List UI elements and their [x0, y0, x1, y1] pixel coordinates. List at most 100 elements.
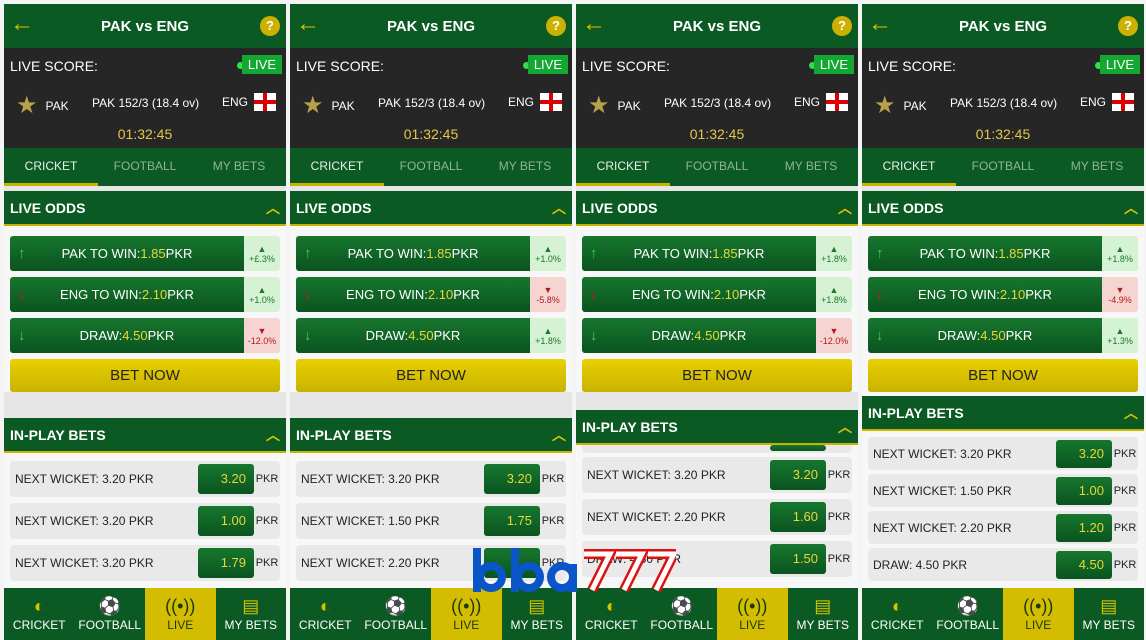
- help-icon[interactable]: ?: [546, 16, 566, 36]
- back-arrow-icon[interactable]: ←: [582, 10, 606, 37]
- in-play-bets-header[interactable]: IN-PLAY BETS ︿: [576, 410, 858, 445]
- nav-my-bets[interactable]: ▤ MY BETS: [788, 588, 859, 640]
- help-icon[interactable]: ?: [832, 16, 852, 36]
- bet-now-button[interactable]: BET NOW: [10, 359, 280, 392]
- odds-button[interactable]: ↓ ENG TO WIN: 2.10 PKR: [868, 277, 1102, 312]
- nav-football[interactable]: ⚽ FOOTBALL: [75, 588, 146, 640]
- in-play-row[interactable]: NEXT WICKET: 1.50 PKR 1.75 PKR: [296, 503, 566, 539]
- odds-row[interactable]: ↓ ENG TO WIN: 2.10 PKR ▼ -4.9%: [868, 277, 1138, 312]
- odds-row[interactable]: ↓ ENG TO WIN: 2.10 PKR ▲ +1.0%: [10, 277, 280, 312]
- in-play-row[interactable]: NEXT WICKET: 3.20 PKR 3.20 PKR: [868, 437, 1138, 470]
- odds-row[interactable]: ↓ DRAW: 4.50 PKR ▲ +1.8%: [296, 318, 566, 353]
- in-play-row[interactable]: NEXT WICKET: 3.20 PKR 3.20 PKR: [296, 461, 566, 497]
- odds-button[interactable]: ↑ PAK TO WIN: 1.85 PKR: [10, 236, 244, 271]
- odd-button[interactable]: 4.50: [1056, 550, 1112, 579]
- odd-button[interactable]: 1.00: [198, 506, 254, 536]
- odd-button[interactable]: 3.20: [484, 464, 540, 494]
- in-play-row[interactable]: NEXT WICKET: 1.50 PKR 1.00 PKR: [868, 474, 1138, 507]
- in-play-row[interactable]: NEXT WICKET: 2.20 PKR 1.60 PKR: [582, 499, 852, 535]
- odd-button[interactable]: 1.50: [770, 544, 826, 574]
- chevron-up-icon[interactable]: ︿: [552, 199, 566, 216]
- nav-my-bets[interactable]: ▤ MY BETS: [216, 588, 287, 640]
- nav-live[interactable]: ((•)) LIVE: [1003, 588, 1074, 640]
- odds-button[interactable]: ↓ DRAW: 4.50 PKR: [296, 318, 530, 353]
- chevron-up-icon[interactable]: ︿: [1124, 199, 1138, 216]
- nav-my-bets[interactable]: ▤ MY BETS: [502, 588, 573, 640]
- odds-button[interactable]: ↓ DRAW: 4.50 PKR: [868, 318, 1102, 353]
- odds-row[interactable]: ↑ PAK TO WIN: 1.85 PKR ▲ +1.8%: [582, 236, 852, 271]
- odds-button[interactable]: ↑ PAK TO WIN: 1.85 PKR: [868, 236, 1102, 271]
- odds-button[interactable]: ↓ DRAW: 4.50 PKR: [10, 318, 244, 353]
- odd-button[interactable]: 3.20: [770, 460, 826, 490]
- bet-now-button[interactable]: BET NOW: [582, 359, 852, 392]
- tab-football[interactable]: FOOTBALL: [971, 159, 1035, 173]
- odds-button[interactable]: ↓ ENG TO WIN: 2.10 PKR: [296, 277, 530, 312]
- live-odds-header[interactable]: LIVE ODDS ︿: [576, 191, 858, 226]
- bet-now-button[interactable]: BET NOW: [296, 359, 566, 392]
- help-icon[interactable]: ?: [1118, 16, 1138, 36]
- odd-button[interactable]: 1.79: [198, 548, 254, 578]
- nav-cricket[interactable]: ◐ CRICKET: [576, 588, 647, 640]
- in-play-bets-header[interactable]: IN-PLAY BETS ︿: [4, 418, 286, 453]
- odds-button[interactable]: ↑ PAK TO WIN: 1.85 PKR: [582, 236, 816, 271]
- nav-football[interactable]: ⚽ FOOTBALL: [647, 588, 718, 640]
- odds-button[interactable]: ↓ ENG TO WIN: 2.10 PKR: [582, 277, 816, 312]
- odds-button[interactable]: ↓ DRAW: 4.50 PKR: [582, 318, 816, 353]
- odd-button[interactable]: 3.20: [1056, 439, 1112, 468]
- odd-button[interactable]: 1.75: [484, 506, 540, 536]
- nav-cricket[interactable]: ◐ CRICKET: [862, 588, 933, 640]
- odds-button[interactable]: ↓ ENG TO WIN: 2.10 PKR: [10, 277, 244, 312]
- nav-live[interactable]: ((•)) LIVE: [717, 588, 788, 640]
- odd-button[interactable]: 1.20: [1056, 513, 1112, 542]
- in-play-bets-header[interactable]: IN-PLAY BETS ︿: [290, 418, 572, 453]
- nav-cricket[interactable]: ◐ CRICKET: [4, 588, 75, 640]
- tab-my-bets[interactable]: MY BETS: [784, 159, 838, 173]
- chevron-up-icon[interactable]: ︿: [1124, 404, 1138, 421]
- tab-cricket[interactable]: CRICKET: [4, 148, 98, 186]
- tab-cricket[interactable]: CRICKET: [290, 148, 384, 186]
- live-odds-header[interactable]: LIVE ODDS ︿: [290, 191, 572, 226]
- tab-football[interactable]: FOOTBALL: [399, 159, 463, 173]
- in-play-row[interactable]: NEXT WICKET: 3.20 PKR 3.20 PKR: [582, 457, 852, 493]
- help-icon[interactable]: ?: [260, 16, 280, 36]
- in-play-bets-header[interactable]: IN-PLAY BETS ︿: [862, 396, 1144, 431]
- in-play-row[interactable]: NEXT WICKET: 2.20 PKR 1.20 PKR: [868, 511, 1138, 544]
- tab-my-bets[interactable]: MY BETS: [498, 159, 552, 173]
- odds-row[interactable]: ↑ PAK TO WIN: 1.85 PKR ▲ +1.8%: [868, 236, 1138, 271]
- tab-cricket[interactable]: CRICKET: [576, 148, 670, 186]
- chevron-up-icon[interactable]: ︿: [838, 199, 852, 216]
- live-odds-header[interactable]: LIVE ODDS ︿: [862, 191, 1144, 226]
- nav-football[interactable]: ⚽ FOOTBALL: [361, 588, 432, 640]
- odds-row[interactable]: ↓ ENG TO WIN: 2.10 PKR ▼ -5.8%: [296, 277, 566, 312]
- tab-football[interactable]: FOOTBALL: [685, 159, 749, 173]
- live-odds-header[interactable]: LIVE ODDS ︿: [4, 191, 286, 226]
- back-arrow-icon[interactable]: ←: [868, 10, 892, 37]
- in-play-row[interactable]: DRAW: 4.50 PKR 4.50 PKR: [868, 548, 1138, 581]
- chevron-up-icon[interactable]: ︿: [552, 426, 566, 443]
- nav-live[interactable]: ((•)) LIVE: [145, 588, 216, 640]
- odd-button[interactable]: 1.60: [770, 502, 826, 532]
- tab-my-bets[interactable]: MY BETS: [1070, 159, 1124, 173]
- nav-live[interactable]: ((•)) LIVE: [431, 588, 502, 640]
- nav-football[interactable]: ⚽ FOOTBALL: [933, 588, 1004, 640]
- bet-now-button[interactable]: BET NOW: [868, 359, 1138, 392]
- odds-row[interactable]: ↑ PAK TO WIN: 1.85 PKR ▲ +1.0%: [296, 236, 566, 271]
- nav-my-bets[interactable]: ▤ MY BETS: [1074, 588, 1145, 640]
- chevron-up-icon[interactable]: ︿: [838, 418, 852, 435]
- odds-button[interactable]: ↑ PAK TO WIN: 1.85 PKR: [296, 236, 530, 271]
- tab-football[interactable]: FOOTBALL: [113, 159, 177, 173]
- back-arrow-icon[interactable]: ←: [10, 10, 34, 37]
- odds-row[interactable]: ↑ PAK TO WIN: 1.85 PKR ▲ +£.3%: [10, 236, 280, 271]
- odd-button[interactable]: 1.00: [1056, 476, 1112, 505]
- in-play-row[interactable]: NEXT WICKET: 3.20 PKR 1.79 PKR: [10, 545, 280, 581]
- in-play-row[interactable]: NEXT WICKET: 3.20 PKR 3.20 PKR: [10, 461, 280, 497]
- odds-row[interactable]: ↓ ENG TO WIN: 2.10 PKR ▲ +1.8%: [582, 277, 852, 312]
- chevron-up-icon[interactable]: ︿: [266, 199, 280, 216]
- odd-button[interactable]: 3.20: [198, 464, 254, 494]
- tab-cricket[interactable]: CRICKET: [862, 148, 956, 186]
- back-arrow-icon[interactable]: ←: [296, 10, 320, 37]
- chevron-up-icon[interactable]: ︿: [266, 426, 280, 443]
- odds-row[interactable]: ↓ DRAW: 4.50 PKR ▼ -12.0%: [10, 318, 280, 353]
- in-play-row[interactable]: NEXT WICKET: 3.20 PKR 1.00 PKR: [10, 503, 280, 539]
- nav-cricket[interactable]: ◐ CRICKET: [290, 588, 361, 640]
